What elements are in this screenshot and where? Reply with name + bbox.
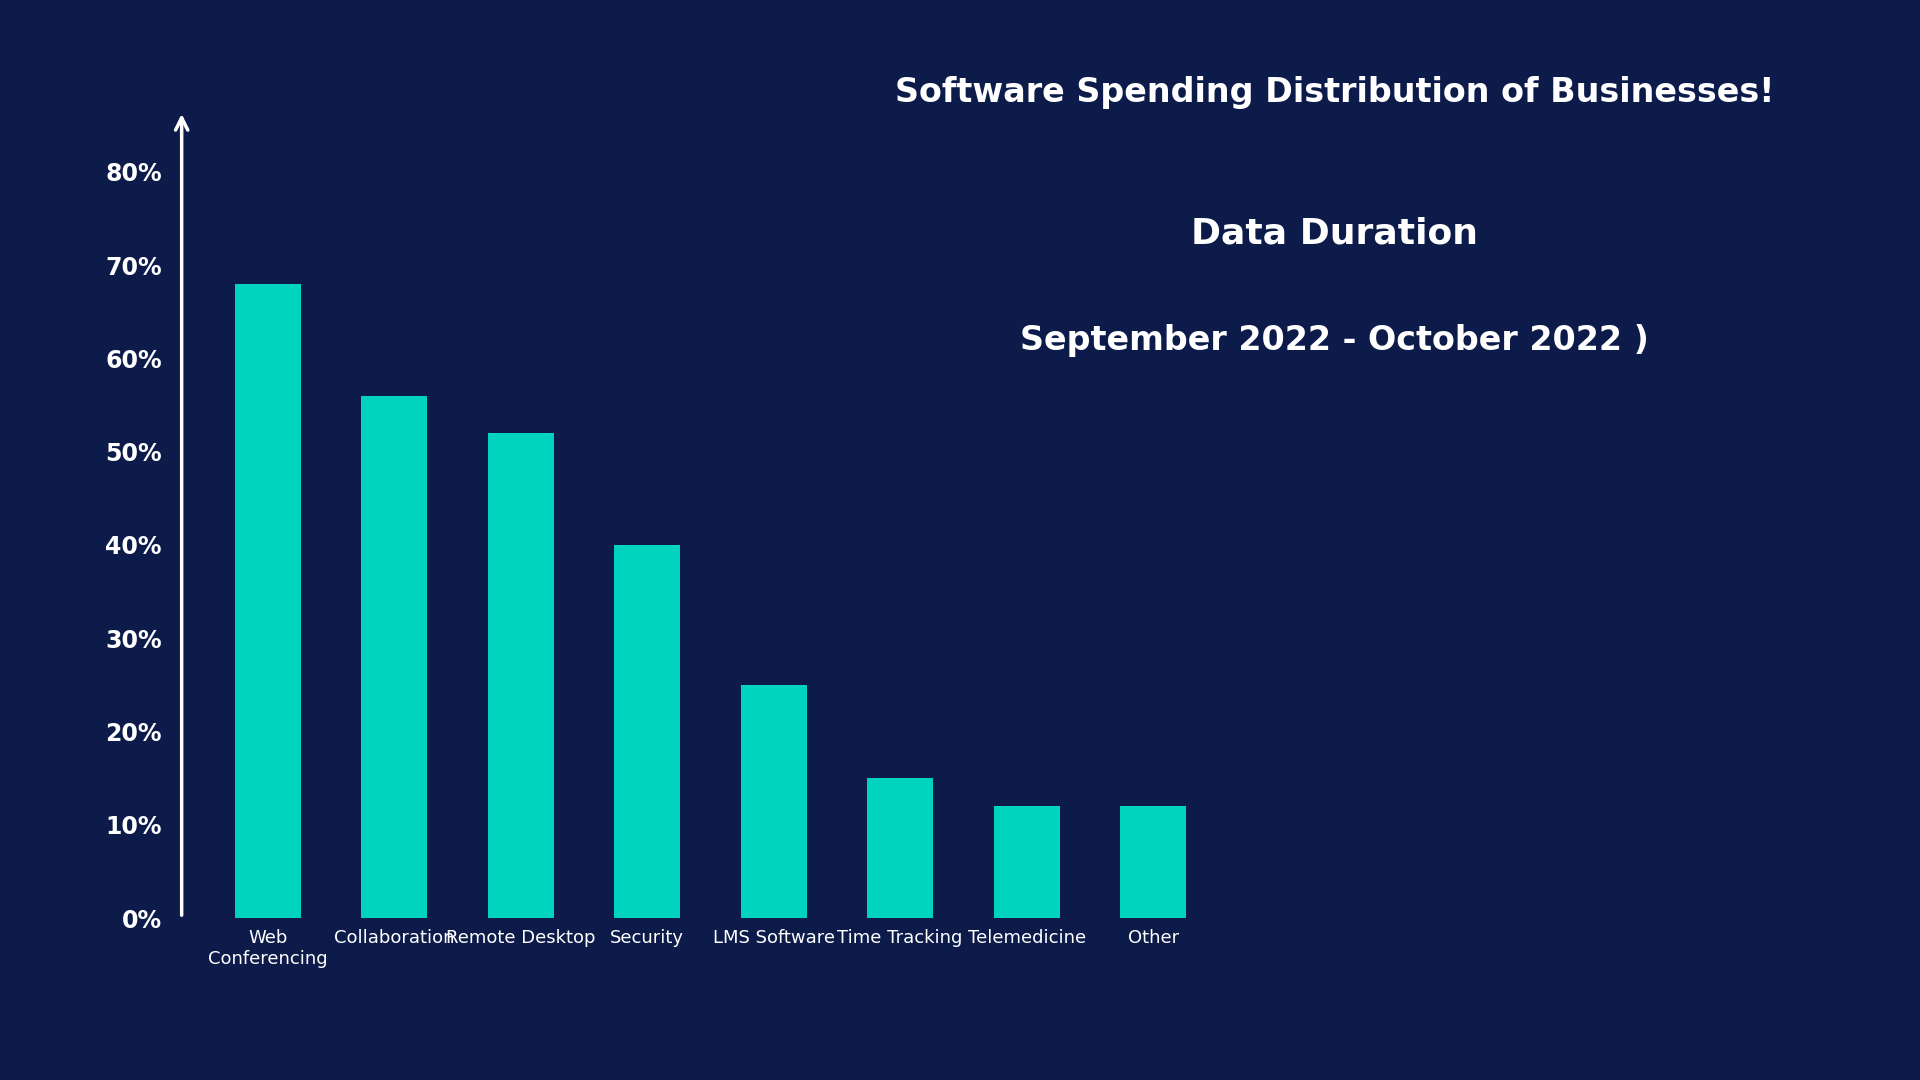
Bar	[995, 806, 1060, 918]
Text: Data Duration: Data Duration	[1190, 216, 1478, 249]
Bar	[741, 685, 806, 918]
Bar	[868, 778, 933, 918]
Text: September 2022 - October 2022 ): September 2022 - October 2022 )	[1020, 324, 1649, 357]
Bar	[1119, 806, 1187, 918]
Text: Software Spending Distribution of Businesses!: Software Spending Distribution of Busine…	[895, 76, 1774, 109]
Bar	[361, 395, 426, 918]
Bar	[488, 433, 553, 918]
Bar	[234, 284, 301, 918]
Bar	[614, 545, 680, 918]
